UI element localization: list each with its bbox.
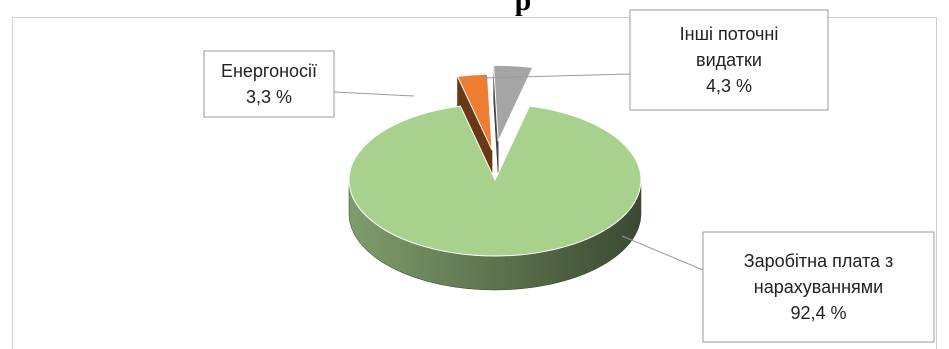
chart-frame-left xyxy=(12,17,13,349)
category-label: нарахуваннями xyxy=(754,277,883,297)
callout-інші-поточні-видатки: Інші поточні видатки 4,3 % xyxy=(479,9,829,111)
category-label: Заробітна плата з xyxy=(744,251,894,271)
category-label: Інші поточні xyxy=(680,24,779,44)
callout-заробітна-плата-з-нарахуваннями: Заробітна плата з нарахуваннями 92,4 % xyxy=(621,231,935,343)
category-label: Енергоносії xyxy=(221,61,317,81)
data-label: 3,3 % xyxy=(246,87,292,107)
callout-box xyxy=(702,231,935,343)
chart-frame-right xyxy=(936,17,937,349)
callout-box xyxy=(629,9,829,111)
data-label: 92,4 % xyxy=(790,303,846,323)
pie-slice-заробітна-плата-з-нарахуваннями xyxy=(348,105,642,257)
chart-frame-top xyxy=(12,17,937,18)
category-label: видатки xyxy=(696,50,762,70)
pie-slice-енергоносії xyxy=(456,73,493,151)
pie-tops xyxy=(348,64,642,257)
chart-title: р xyxy=(478,0,568,16)
callout-box xyxy=(203,50,335,118)
callout-leader-line xyxy=(479,73,631,79)
data-label: 4,3 % xyxy=(706,76,752,96)
callout-leader-line xyxy=(333,91,415,97)
callout-leader-line xyxy=(621,235,704,271)
callout-енергоносії: Енергоносії 3,3 % xyxy=(203,50,415,118)
pie-slice-інші-поточні-видатки xyxy=(493,64,534,142)
